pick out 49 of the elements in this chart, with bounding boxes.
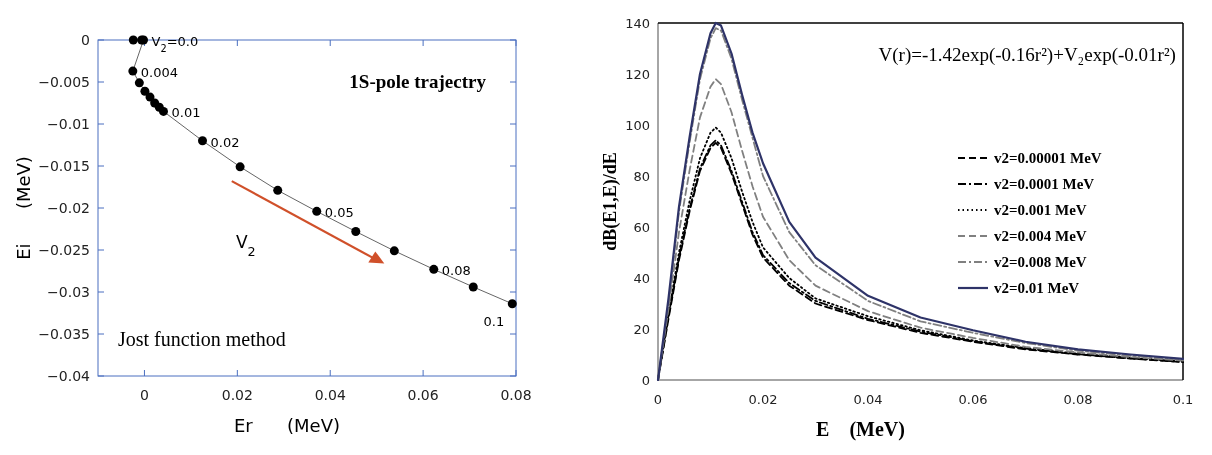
y-tick-label: −0.03	[47, 284, 90, 300]
x-tick-label: 0	[653, 392, 663, 407]
y-axis-title: Ei (MeV)	[13, 156, 34, 260]
legend-label: v2=0.001 MeV	[994, 202, 1087, 218]
y-tick-label: −0.005	[38, 74, 90, 90]
annotation: 0.004	[140, 65, 179, 81]
annotation: V$_{2}$=0.0	[151, 34, 199, 54]
y-tick-label: −0.04	[47, 368, 91, 384]
y-tick-label: 20	[633, 322, 650, 337]
annotation: 0.01	[171, 105, 201, 121]
annotation: V(r)=-1.42exp(-0.16r²)+V₂exp(-0.01r²)	[878, 44, 1176, 66]
y-tick-label: −0.01	[47, 116, 90, 132]
y-tick-label: 60	[633, 220, 650, 235]
x-tick-label: 0.08	[1063, 392, 1093, 407]
y-tick-label: 120	[625, 67, 650, 82]
legend-label: v2=0.004 MeV	[994, 228, 1087, 244]
x-tick-label: 0.04	[314, 387, 346, 403]
annotation: V$_{2}$	[235, 232, 256, 259]
annotation: 0.08	[441, 263, 471, 279]
y-tick-label: −0.02	[47, 200, 90, 216]
y-axis-title: dB(E1,E)/dE	[600, 152, 621, 251]
x-tick-label: 0.06	[958, 392, 988, 407]
y-tick-label: 80	[633, 169, 650, 184]
x-tick-label: 0	[139, 387, 149, 403]
x-tick-label: 0.02	[221, 387, 253, 403]
annotation: 0.05	[324, 205, 354, 221]
x-tick-label: 0.04	[853, 392, 883, 407]
y-tick-label: 140	[625, 16, 650, 31]
annotation: Jost function method	[118, 328, 286, 350]
legend-label: v2=0.01 MeV	[994, 280, 1080, 296]
x-tick-label: 0.02	[748, 392, 778, 407]
legend-label: v2=0.0001 MeV	[994, 176, 1095, 192]
x-tick-label: 0.1	[1172, 392, 1194, 407]
annotation: 0.02	[210, 134, 240, 150]
x-tick-label: 0.08	[500, 387, 532, 403]
y-tick-label: 40	[633, 271, 650, 286]
x-tick-label: 0.06	[407, 387, 439, 403]
x-axis-title: Er (MeV)	[233, 415, 341, 436]
y-tick-label: 0	[81, 32, 90, 48]
legend-label: v2=0.00001 MeV	[994, 150, 1102, 166]
y-tick-label: 100	[625, 118, 650, 133]
text: 1S-pole trajectry	[349, 71, 487, 92]
legend-label: v2=0.008 MeV	[994, 254, 1087, 270]
y-tick-label: −0.025	[38, 242, 90, 258]
annotation: 0.1	[483, 313, 505, 329]
y-tick-label: −0.035	[38, 326, 90, 342]
x-axis-title: E (MeV)	[816, 418, 905, 441]
y-tick-label: −0.015	[38, 158, 90, 174]
y-tick-label: 0	[641, 373, 650, 388]
